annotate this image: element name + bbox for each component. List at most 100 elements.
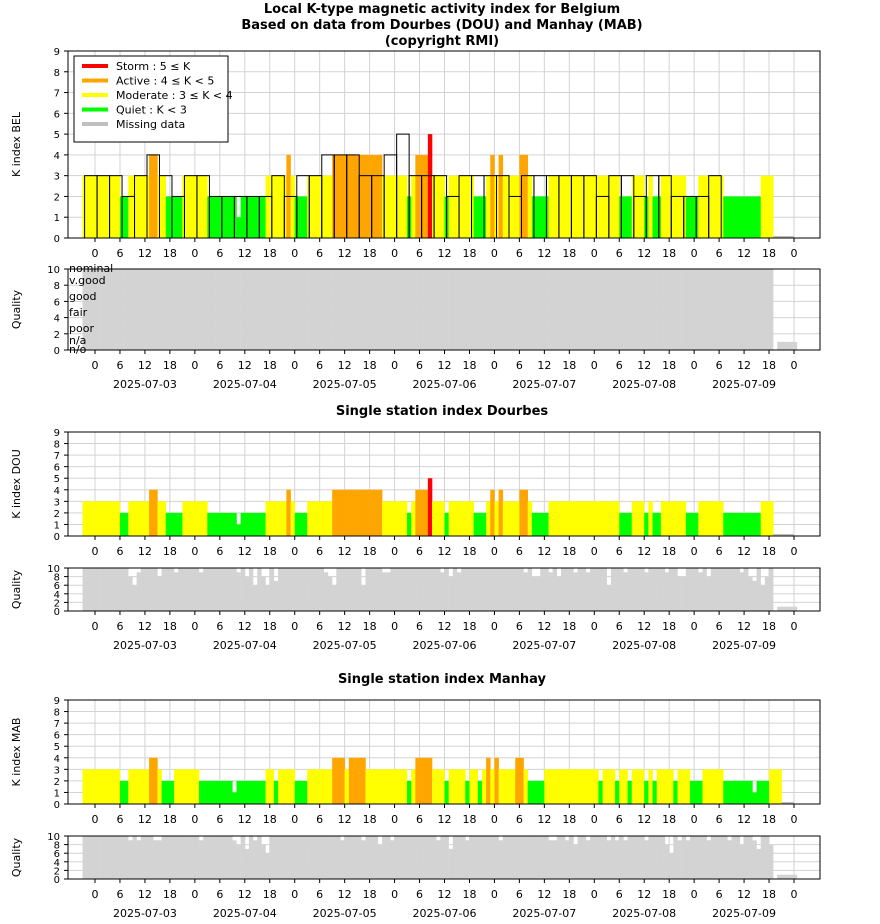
- x-tick-label: 12: [438, 359, 452, 372]
- k-bar-hourly: [178, 196, 183, 238]
- quality-bar: [615, 269, 620, 350]
- x-tick-label: 18: [762, 359, 776, 372]
- y-tick-label: 0: [54, 875, 60, 886]
- k-bar-hourly: [552, 501, 558, 536]
- quality-bar: [244, 848, 250, 879]
- x-tick-label: 6: [616, 359, 623, 372]
- quality-bar: [681, 576, 687, 611]
- quality-bar: [619, 269, 624, 350]
- k-bar-hourly: [748, 512, 753, 536]
- quality-bar: [515, 836, 520, 879]
- x-tick-label: 6: [416, 813, 423, 826]
- quality-bar: [581, 568, 587, 611]
- quality-bar: [307, 269, 312, 350]
- x-tick-label: 0: [691, 888, 698, 901]
- quality-bar: [357, 568, 362, 611]
- k-bar-hourly: [99, 501, 104, 536]
- x-tick-label: 6: [216, 888, 223, 901]
- quality-bar: [540, 836, 545, 879]
- x-tick-label: 6: [416, 620, 423, 633]
- x-tick-label: 6: [216, 620, 223, 633]
- quality-bar: [132, 585, 137, 611]
- quality-bar: [689, 568, 695, 611]
- k-bar-hourly: [473, 196, 479, 238]
- k-bar-hourly: [361, 757, 366, 804]
- quality-bar: [615, 568, 620, 611]
- quality-bar: [128, 269, 133, 350]
- quality-bar: [182, 568, 187, 611]
- k-bar-hourly: [556, 501, 562, 536]
- quality-bar: [257, 836, 262, 879]
- k-bar-hourly: [714, 769, 720, 804]
- x-tick-label: 12: [737, 813, 751, 826]
- quality-bar: [511, 269, 516, 350]
- k-bar-hourly: [261, 512, 266, 536]
- quality-bar: [348, 568, 354, 611]
- quality-bar: [698, 269, 703, 350]
- x-date-label: 2025-07-04: [213, 907, 277, 920]
- k-bar-hourly: [357, 489, 362, 536]
- quality-bar: [332, 269, 337, 350]
- k-bar-hourly: [477, 512, 483, 536]
- quality-bar: [419, 269, 424, 350]
- k-bar-hourly: [540, 780, 545, 804]
- x-tick-label: 6: [616, 545, 623, 558]
- k-bar-hourly: [598, 175, 603, 238]
- x-date-label: 2025-07-03: [113, 639, 177, 652]
- quality-bar: [394, 568, 399, 611]
- k-bar-hourly: [777, 769, 782, 804]
- k-bar-hourly: [577, 501, 583, 536]
- k-bar-hourly: [411, 501, 416, 536]
- k-bar-hourly: [652, 196, 657, 238]
- k-bar-hourly: [677, 175, 682, 238]
- k-bar-hourly: [278, 501, 283, 536]
- y-tick-label: 6: [54, 109, 60, 120]
- quality-bar: [739, 844, 745, 879]
- k-bar-hourly: [486, 757, 491, 804]
- k-bar-hourly: [165, 512, 171, 536]
- x-tick-label: 12: [537, 888, 551, 901]
- k-bar-hourly: [461, 501, 466, 536]
- y-tick-label: 8: [54, 440, 60, 451]
- k-bar-hourly: [132, 501, 137, 536]
- quality-bar: [286, 836, 291, 879]
- quality-bar: [361, 269, 366, 350]
- quality-bar: [402, 269, 408, 350]
- quality-bar: [265, 853, 270, 879]
- main-title-line2: Based on data from Dourbes (DOU) and Man…: [241, 18, 642, 33]
- k-bar-hourly: [660, 769, 666, 804]
- x-tick-label: 6: [116, 888, 123, 901]
- y-tick-label: 0: [54, 800, 60, 811]
- x-tick-label: 6: [516, 247, 523, 260]
- x-tick-label: 18: [462, 247, 476, 260]
- k-bar-hourly: [536, 196, 541, 238]
- k-bar-hourly: [90, 175, 96, 238]
- x-tick-label: 12: [537, 813, 551, 826]
- quality-bar: [124, 568, 129, 611]
- quality-bar: [498, 568, 503, 611]
- k-bar-hourly: [511, 175, 516, 238]
- quality-bar: [307, 836, 312, 879]
- x-tick-label: 18: [163, 545, 177, 558]
- x-tick-label: 0: [591, 247, 598, 260]
- k-bar-hourly: [756, 780, 762, 804]
- k-bar-hourly: [581, 769, 587, 804]
- x-tick-label: 0: [791, 813, 798, 826]
- quality-bar: [648, 269, 653, 350]
- quality-bar: [182, 836, 187, 879]
- quality-bar: [128, 576, 133, 611]
- quality-bar: [157, 576, 162, 611]
- x-tick-label: 0: [191, 813, 198, 826]
- quality-bar: [577, 836, 583, 879]
- k-bar-hourly: [286, 489, 291, 536]
- quality-bar: [689, 269, 695, 350]
- quality-bar: [702, 836, 707, 879]
- k-bar-hourly: [739, 780, 745, 804]
- y-tick-label: 4: [54, 486, 60, 497]
- quality-bar: [590, 269, 595, 350]
- quality-bar: [689, 836, 695, 879]
- k-bar-hourly: [581, 501, 587, 536]
- quality-bar: [215, 269, 221, 350]
- x-date-label: 2025-07-07: [512, 639, 576, 652]
- x-tick-label: 12: [338, 545, 352, 558]
